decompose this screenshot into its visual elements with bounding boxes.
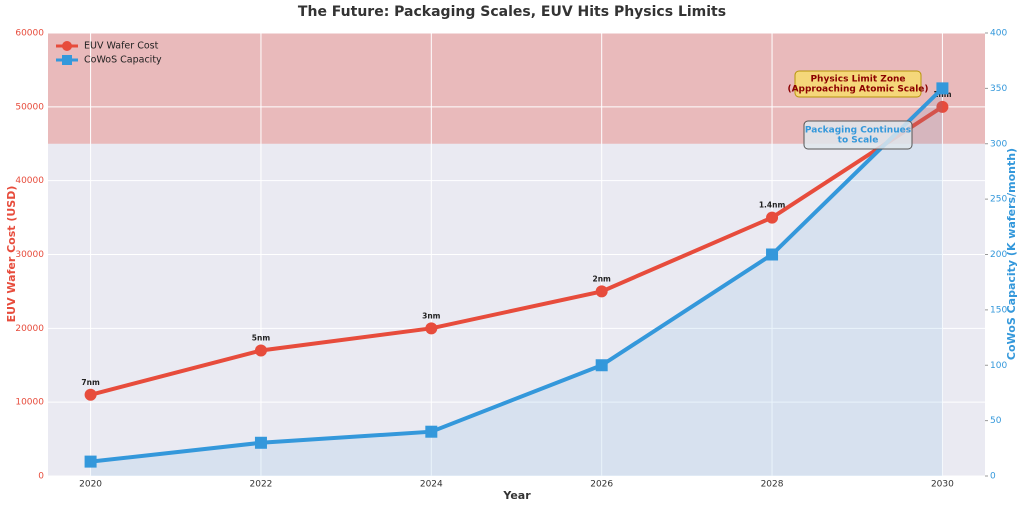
x-axis-label: Year [502, 489, 531, 502]
y2-tick-label: 300 [990, 139, 1007, 149]
area [90, 88, 943, 476]
marker [936, 82, 949, 95]
marker [254, 436, 267, 449]
marker [84, 388, 97, 401]
marker [766, 211, 779, 224]
y2-tick-label: 400 [990, 29, 1007, 39]
y2-tick-label: 350 [990, 84, 1007, 94]
legend-marker [62, 55, 72, 65]
marker [595, 285, 608, 298]
annotation-text: to Scale [838, 136, 879, 146]
marker [766, 248, 779, 261]
marker [254, 344, 267, 357]
legend-marker [62, 41, 72, 51]
x-tick-label: 2022 [250, 480, 273, 490]
point-label: 7nm [81, 378, 100, 387]
annotation-text: (Approaching Atomic Scale) [787, 85, 928, 95]
annotation-text: Packaging Continues [805, 126, 911, 136]
y2-tick-label: 0 [990, 472, 996, 482]
y-tick-label: 50000 [15, 102, 44, 112]
point-label: 3nm [422, 311, 441, 320]
y-tick-label: 10000 [15, 398, 44, 408]
point-label: 5nm [252, 333, 271, 342]
chart-title: The Future: Packaging Scales, EUV Hits P… [298, 4, 726, 20]
marker [936, 100, 949, 113]
line [90, 86, 944, 464]
x-tick-label: 2028 [761, 480, 784, 490]
marker [425, 425, 438, 438]
y-tick-label: 60000 [15, 29, 44, 39]
line [90, 105, 944, 397]
point-label: 2nm [592, 274, 611, 283]
annotation-text: Physics Limit Zone [810, 75, 905, 85]
legend-label: EUV Wafer Cost [84, 41, 159, 52]
point-label: 1.4nm [759, 201, 786, 210]
x-tick-label: 2026 [590, 480, 613, 490]
marker [425, 322, 438, 335]
marker [84, 455, 97, 468]
y2-axis-label: CoWoS Capacity (K wafers/month) [1005, 148, 1018, 360]
x-tick-label: 2024 [420, 480, 443, 490]
annotation-box [794, 70, 922, 98]
y-tick-label: 30000 [15, 250, 44, 260]
x-tick-label: 2030 [931, 480, 954, 490]
legend-label: CoWoS Capacity [84, 55, 162, 66]
y2-tick-label: 250 [990, 195, 1007, 205]
y2-tick-label: 200 [990, 250, 1007, 260]
y-axis-label: EUV Wafer Cost (USD) [5, 186, 18, 323]
y-tick-label: 0 [38, 472, 44, 482]
y2-tick-label: 50 [990, 416, 1002, 426]
marker [595, 359, 608, 372]
y-tick-label: 20000 [15, 324, 44, 334]
annotation-box [803, 120, 913, 150]
y-tick-label: 40000 [15, 176, 44, 186]
y2-tick-label: 150 [990, 305, 1007, 315]
y2-tick-label: 100 [990, 361, 1007, 371]
x-tick-label: 2020 [79, 480, 102, 490]
